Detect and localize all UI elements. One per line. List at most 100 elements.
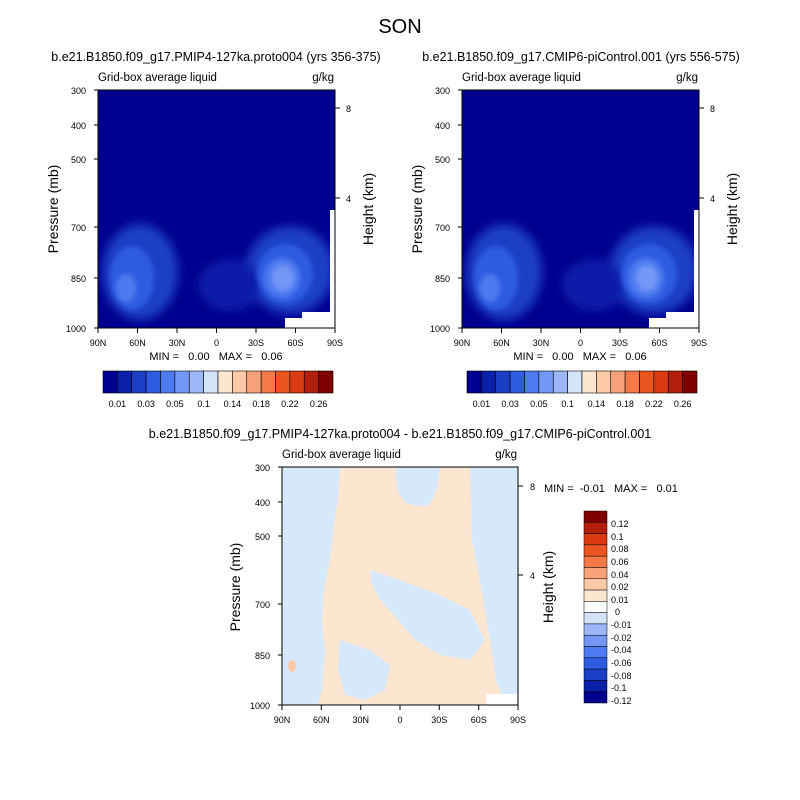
x-tick-label: 60N [129, 338, 146, 348]
colorbar-label: -0.1 [611, 683, 627, 693]
colorbar-label: 0.01 [109, 399, 127, 409]
x-tick-label: 30S [612, 338, 628, 348]
colorbar-cell [583, 510, 608, 523]
y2-axis-title: Height (km) [540, 551, 556, 623]
colorbar-cell [174, 370, 190, 394]
x-tick-label: 90N [454, 338, 471, 348]
colorbar-cell [246, 370, 262, 394]
colorbar-cell [232, 370, 248, 394]
panel-title: b.e21.B1850.f09_g17.PMIP4-127ka.proto004… [149, 427, 651, 441]
colorbar-cell [583, 623, 608, 636]
colorbar-cell [583, 589, 608, 602]
colorbar-label: 0.08 [611, 544, 629, 554]
x-tick-label: 90N [90, 338, 107, 348]
y2-axis-title: Height (km) [360, 173, 376, 245]
colorbar-cell [583, 578, 608, 591]
y-tick-label: 300 [435, 86, 450, 96]
y-axis-right: 8 4 Height (km) [518, 482, 556, 623]
units-label: g/kg [495, 449, 517, 461]
x-tick-label: 90S [510, 715, 526, 725]
colorbar-label: -0.04 [611, 645, 632, 655]
colorbar-cell [289, 370, 305, 394]
y-tick-label: 400 [255, 498, 270, 508]
x-tick-label: 60S [471, 715, 487, 725]
y-tick-label: 850 [255, 651, 270, 661]
x-tick-label: 90N [274, 715, 291, 725]
y-axis-title: Pressure (mb) [409, 165, 425, 254]
y-axis-left: 300 400 500 700 850 1000 Pressure (mb) [227, 463, 282, 711]
y-tick-label: 400 [71, 121, 86, 131]
y-tick-label: 700 [435, 223, 450, 233]
y-tick-label: 1000 [66, 324, 86, 334]
x-tick-label: 30N [533, 338, 550, 348]
colorbar-label: -0.02 [611, 633, 632, 643]
colorbar-label: -0.06 [611, 658, 632, 668]
x-tick-label: 30S [431, 715, 447, 725]
colorbar-label: 0.12 [611, 519, 629, 529]
x-axis: 90N 60N 30N 0 30S 60S 90S [454, 328, 707, 348]
x-tick-label: 60S [287, 338, 303, 348]
colorbar-label: 0.1 [561, 399, 574, 409]
colorbar-cell [583, 634, 608, 647]
colorbar-cell [583, 567, 608, 580]
x-tick-label: 30S [248, 338, 264, 348]
colorbar-cell [131, 370, 147, 394]
colorbar-cell [538, 370, 554, 394]
y-axis-left: 300 400 500 700 850 1000 Pressure (mb) [45, 86, 98, 334]
colorbar-cell [117, 370, 133, 394]
y-tick-label: 500 [255, 532, 270, 542]
field-label: Grid-box average liquid [462, 72, 581, 84]
colorbar-cell [624, 370, 640, 394]
colorbar-cell [160, 370, 176, 394]
colorbar-cell [188, 370, 204, 394]
figure-title: SON [378, 16, 421, 38]
x-tick-label: 90S [327, 338, 343, 348]
colorbar-cell [583, 691, 608, 704]
x-tick-label: 60N [313, 715, 330, 725]
colorbar-label: 0.01 [473, 399, 491, 409]
y-axis-title: Pressure (mb) [227, 543, 243, 632]
x-tick-label: 60S [651, 338, 667, 348]
y2-tick-label: 4 [710, 194, 715, 204]
colorbar-label: 0.03 [137, 399, 155, 409]
colorbar-cell [275, 370, 291, 394]
min-max-text: MIN = 0.00 MAX = 0.06 [513, 351, 646, 363]
contour-field [462, 90, 699, 328]
colorbar-cell [639, 370, 655, 394]
y-tick-label: 500 [71, 155, 86, 165]
colorbar-label: 0.05 [530, 399, 548, 409]
colorbar-cells [583, 510, 608, 704]
y2-tick-label: 4 [530, 571, 535, 581]
colorbar-cells [102, 370, 334, 394]
colorbar-cell [583, 555, 608, 568]
colorbar-cell [203, 370, 219, 394]
y-tick-label: 1000 [430, 324, 450, 334]
y-axis-left: 300 400 500 700 850 1000 Pressure (mb) [409, 86, 462, 334]
colorbar-cell [567, 370, 583, 394]
colorbar-label: 0.04 [611, 570, 629, 580]
colorbar-label: -0.08 [611, 671, 632, 681]
colorbar-label: 0.1 [197, 399, 210, 409]
colorbar-label: 0.1 [611, 532, 624, 542]
colorbar-cell [552, 370, 568, 394]
colorbar-label: 0.14 [224, 399, 242, 409]
contour-field [98, 90, 335, 328]
y-tick-label: 850 [435, 274, 450, 284]
colorbar-cell [145, 370, 161, 394]
colorbar-cell [583, 544, 608, 557]
y-axis-right: 8 4 Height (km) [335, 104, 376, 245]
colorbar-cell [509, 370, 525, 394]
colorbar-cell [653, 370, 669, 394]
colorbar-cell [583, 668, 608, 681]
colorbar-cell [596, 370, 612, 394]
colorbar-cell [583, 680, 608, 692]
y-tick-label: 500 [435, 155, 450, 165]
units-label: g/kg [312, 72, 334, 84]
x-tick-label: 60N [493, 338, 510, 348]
colorbar-cell [303, 370, 319, 394]
colorbar-cell [581, 370, 597, 394]
colorbar-label: 0.18 [252, 399, 270, 409]
colorbar-horizontal: 0.01 0.03 0.05 0.1 0.14 0.18 0.22 0.26 [102, 370, 334, 409]
panel-picontrol: b.e21.B1850.f09_g17.CMIP6-piControl.001 … [409, 50, 740, 409]
